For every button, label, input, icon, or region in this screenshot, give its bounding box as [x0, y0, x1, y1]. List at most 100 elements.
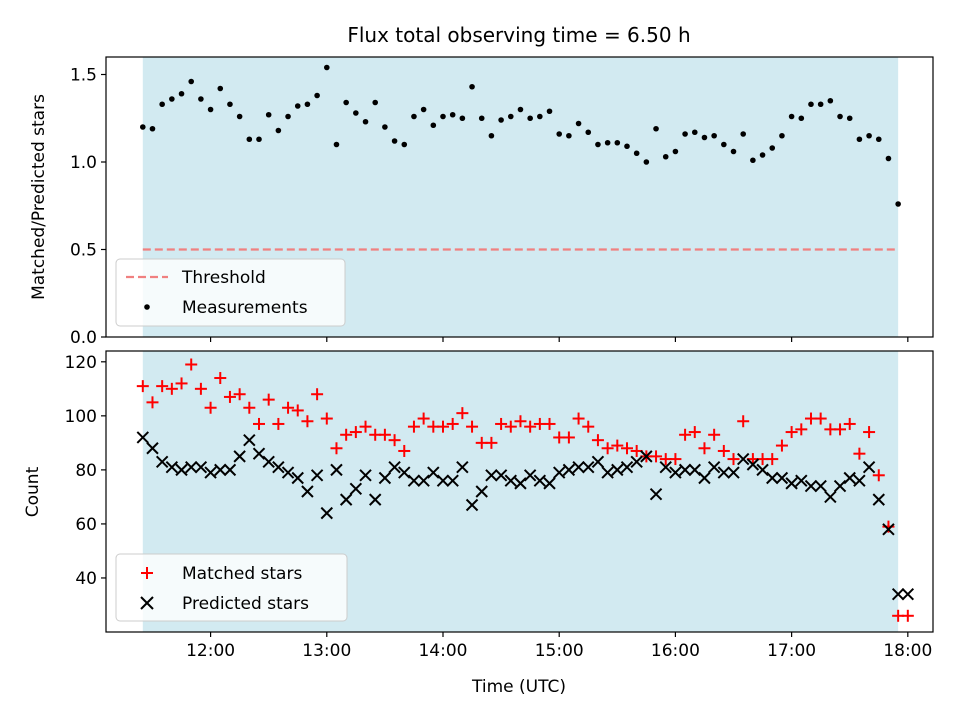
predicted-star-point: [572, 460, 585, 474]
matched-star-point: [398, 444, 411, 457]
predicted-star-point: [252, 447, 266, 460]
predicted-star-point: [901, 587, 915, 601]
matched-star-point: [814, 412, 827, 425]
predicted-star-point: [756, 463, 769, 477]
predicted-star-point: [746, 458, 760, 471]
matched-star-point: [214, 372, 227, 385]
measurement-point: [449, 111, 456, 118]
predicted-star-point: [214, 463, 227, 477]
measurement-point: [372, 99, 379, 106]
predicted-star-point: [369, 493, 382, 506]
measurement-point: [217, 85, 224, 92]
top-y-tick-label: 1.0: [70, 153, 97, 173]
measurement-point: [294, 103, 301, 109]
bottom-y-tick-label: 60: [75, 515, 97, 535]
bottom-legend: Matched stars Predicted stars: [115, 553, 348, 622]
predicted-star-point: [698, 471, 711, 485]
measurement-point: [391, 138, 398, 144]
measurement-point: [624, 143, 630, 150]
matched-star-point: [146, 396, 159, 409]
measurement-point: [672, 148, 679, 155]
predicted-star-point: [814, 479, 827, 493]
predicted-star-point: [475, 485, 488, 498]
matched-star-point: [708, 428, 721, 441]
matched-star-point: [688, 426, 701, 439]
predicted-star-point: [446, 474, 459, 487]
matched-star-point: [834, 423, 847, 436]
matched-star-point: [611, 439, 624, 452]
bottom-panel: Count 12:00 13:00 14:00 15:00 16:00 17:00 18:0…: [23, 350, 934, 697]
predicted-star-point: [853, 474, 866, 487]
predicted-star-point: [185, 460, 198, 474]
measurement-point: [682, 131, 688, 137]
measurement-point: [866, 132, 872, 139]
matched-star-point: [165, 382, 178, 395]
measurement-point: [595, 141, 601, 148]
predicted-star-point: [436, 474, 450, 487]
measurement-point: [353, 110, 359, 116]
matched-star-point: [456, 407, 469, 420]
predicted-star-point: [427, 466, 440, 479]
matched-star-point: [156, 380, 169, 393]
predicted-star-point: [204, 466, 217, 479]
matched-star-point: [514, 415, 527, 428]
measurement-point: [604, 139, 611, 146]
measurement-point: [740, 131, 746, 137]
measurement-point: [633, 150, 640, 157]
measurement-point: [566, 132, 572, 139]
measurement-point: [895, 201, 901, 207]
predicted-star-point: [795, 474, 808, 487]
predicted-star-point: [785, 477, 798, 490]
measurement-point: [459, 115, 466, 122]
measurement-point: [314, 92, 320, 99]
predicted-star-point: [630, 455, 643, 468]
measurement-point: [207, 106, 214, 113]
measurement-point: [517, 106, 524, 113]
measurement-point: [236, 113, 243, 120]
predicted-star-point: [330, 463, 343, 477]
measurement-point: [420, 106, 427, 113]
bottom-y-tick-label: 40: [75, 569, 97, 589]
measurement-point: [788, 113, 795, 120]
predicted-star-point: [281, 466, 295, 479]
bottom-legend-box: [115, 553, 348, 622]
measurement-point: [750, 157, 756, 164]
matched-star-point: [340, 428, 353, 441]
measurement-point: [178, 90, 185, 97]
predicted-star-point: [272, 460, 285, 474]
measurement-point: [643, 159, 650, 165]
predicted-star-point: [243, 433, 256, 447]
predicted-star-point: [591, 455, 605, 468]
matched-star-point: [863, 426, 876, 439]
predicted-star-point: [349, 482, 363, 496]
measurement-point: [653, 125, 659, 132]
measurement-point: [304, 101, 311, 108]
predicted-star-point: [611, 463, 624, 477]
measurement-point: [701, 134, 708, 141]
predicted-star-point: [766, 471, 779, 485]
predicted-star-point: [388, 460, 401, 474]
predicted-star-point: [378, 471, 392, 485]
measurement-point: [265, 111, 272, 118]
measurement-point: [885, 155, 892, 162]
top-legend-box: [115, 258, 346, 327]
measurement-point: [721, 141, 727, 148]
predicted-star-point: [872, 493, 885, 506]
measurement-point: [440, 113, 446, 120]
measurement-point: [246, 136, 253, 143]
predicted-star-point: [833, 479, 847, 493]
measurement-point: [139, 124, 146, 130]
matched-star-point: [775, 439, 788, 452]
predicted-star-point: [640, 450, 653, 463]
measurement-point: [169, 96, 175, 102]
bottom-y-tick-label: 100: [65, 407, 97, 427]
measurement-point: [875, 136, 882, 143]
measurement-point: [537, 113, 543, 120]
legend-threshold-label: Threshold: [181, 268, 266, 288]
matched-star-point: [407, 420, 420, 433]
predicted-star-point: [523, 469, 537, 482]
measurement-point: [488, 132, 495, 139]
measurement-point: [430, 122, 437, 129]
legend-matched-swatch: [141, 567, 153, 579]
measurement-point: [662, 153, 669, 160]
